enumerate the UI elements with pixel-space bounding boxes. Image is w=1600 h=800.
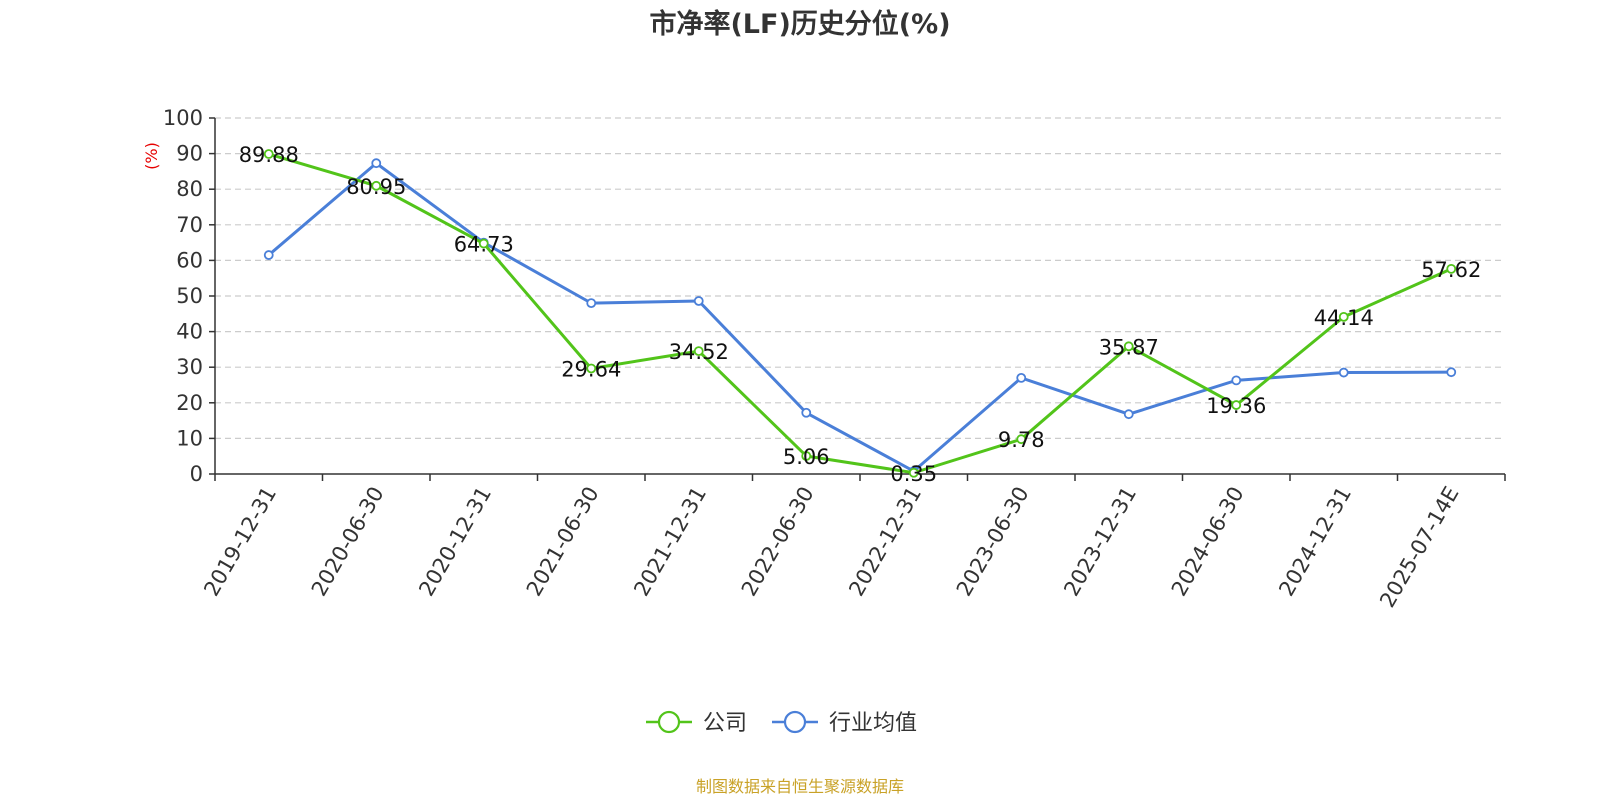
y-tick-label: 50 <box>176 284 203 308</box>
data-point <box>478 238 489 249</box>
grid-lines <box>215 117 1505 439</box>
data-point <box>1338 311 1349 322</box>
data-point <box>371 180 382 191</box>
y-tick-label: 80 <box>176 177 203 201</box>
x-tick-label: 2024-12-31 <box>1274 483 1356 601</box>
data-label: 0.35 <box>890 462 937 486</box>
legend: 公司 行业均值 <box>646 710 917 736</box>
data-label: 44.14 <box>1314 306 1374 330</box>
data-point <box>1016 434 1027 445</box>
data-point <box>908 467 919 478</box>
data-point <box>1231 400 1242 410</box>
data-label: 57.62 <box>1421 258 1481 282</box>
data-point <box>1446 367 1457 378</box>
data-label: 64.73 <box>454 233 514 257</box>
data-labels: 89.88 80.95 64.73 29.64 34.52 5.06 0.35 9.78 35.… <box>239 143 1482 486</box>
data-label: 89.88 <box>239 143 299 167</box>
legend-marker <box>783 710 807 734</box>
y-tick-label: 10 <box>176 426 203 450</box>
chart-title: 市净率(LF)历史分位(%) <box>649 8 950 40</box>
data-label: 34.52 <box>669 340 729 364</box>
data-point <box>1338 367 1349 378</box>
data-point <box>1446 263 1457 274</box>
y-tick-label: 60 <box>176 248 203 272</box>
legend-marker <box>657 710 681 734</box>
x-tick-label: 2021-06-30 <box>522 483 604 601</box>
legend-item-industry-average: 行业均值 <box>772 710 917 736</box>
x-tick-label: 2022-06-30 <box>737 483 819 601</box>
data-point <box>1123 341 1134 352</box>
data-label: 35.87 <box>1099 335 1159 359</box>
x-tick-label: 2025-07-14E <box>1375 483 1463 612</box>
data-point <box>263 149 274 159</box>
data-point <box>586 298 597 309</box>
series-lines <box>263 149 1457 478</box>
data-point <box>371 158 382 169</box>
x-tick-label: 2022-12-31 <box>844 483 926 601</box>
y-tick-label: 40 <box>176 320 203 344</box>
data-label: 19.36 <box>1206 394 1266 418</box>
x-tick-label: 2023-06-30 <box>952 483 1034 601</box>
x-tick-label: 2024-06-30 <box>1167 483 1249 601</box>
data-label: 9.78 <box>998 428 1045 452</box>
x-tick-label: 2019-12-31 <box>199 483 281 601</box>
legend-label: 行业均值 <box>829 711 917 736</box>
series-line-company <box>268 152 1452 475</box>
data-point <box>586 363 597 374</box>
data-label: 80.95 <box>346 175 406 199</box>
y-tick-label: 0 <box>190 462 203 486</box>
data-point <box>801 451 812 461</box>
data-point <box>801 407 812 418</box>
y-tick-label: 70 <box>176 213 203 237</box>
y-tick-label: 100 <box>163 106 203 130</box>
x-tick-label: 2021-12-31 <box>629 483 711 601</box>
legend-label: 公司 <box>703 711 747 736</box>
data-point <box>1231 375 1242 386</box>
x-tick-label: 2020-12-31 <box>414 483 496 601</box>
y-tick-label: 90 <box>176 142 203 166</box>
x-tick-label: 2023-12-31 <box>1059 483 1141 601</box>
y-tick-label: 30 <box>176 355 203 379</box>
y-tick-label: 20 <box>176 391 203 415</box>
y-axis-unit-label: (%) <box>142 142 161 170</box>
data-label: 29.64 <box>561 357 621 381</box>
data-point <box>263 250 274 260</box>
data-label: 5.06 <box>783 445 830 469</box>
data-point <box>1016 372 1027 383</box>
source-note: 制图数据来自恒生聚源数据库 <box>696 777 904 796</box>
series-line-industry-average <box>267 161 1452 473</box>
data-point <box>693 296 704 306</box>
legend-item-company: 公司 <box>646 710 747 736</box>
data-point <box>693 346 704 357</box>
data-point <box>1123 409 1134 420</box>
x-tick-label: 2020-06-30 <box>307 483 389 601</box>
